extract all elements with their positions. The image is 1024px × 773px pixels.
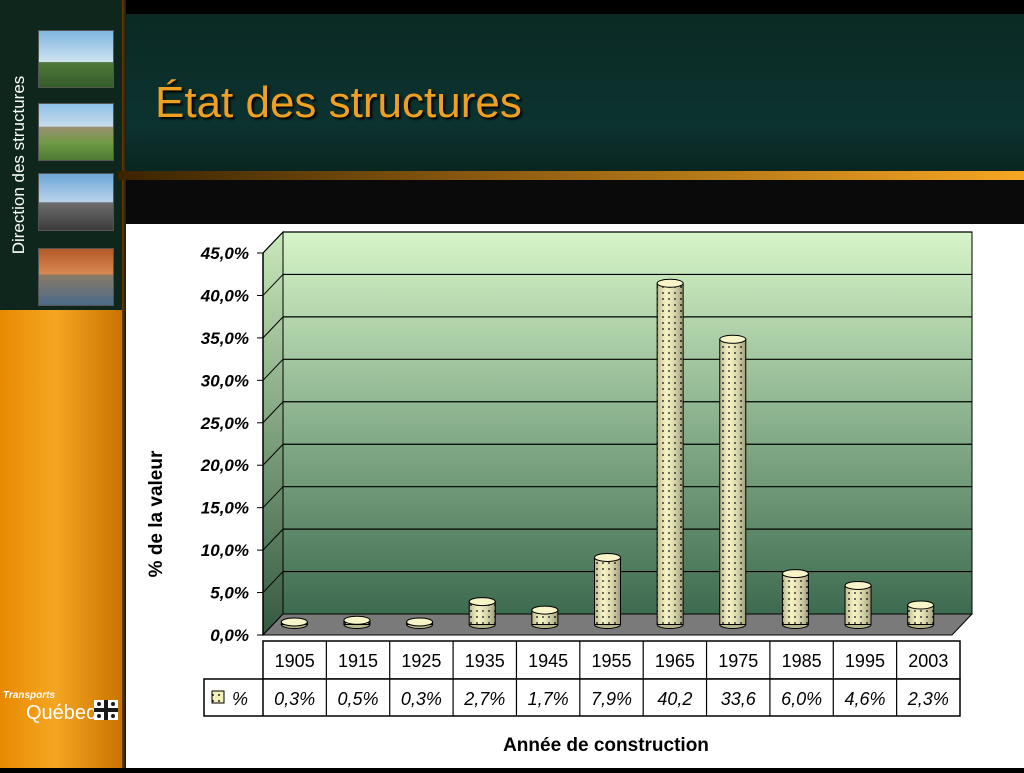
y-tick-label: 0,0% [210,626,249,645]
x-tick-label: 1985 [782,651,822,671]
data-label: 0,3% [401,689,442,709]
bar-top [907,600,935,610]
gridline-side [262,486,284,509]
data-label: 0,5% [338,689,379,709]
y-axis-label: % de la valeur [146,450,167,577]
bar-top [280,617,308,627]
x-tick-label: 2003 [908,651,948,671]
bar-shading [656,282,684,625]
y-tick-label: 25,0% [200,414,249,433]
data-table: 1905 0,3% 1915 0,5% 1925 0,3% 1935 2,7% 1945 1,7%… [203,640,961,717]
top-strip [126,0,1024,14]
logo-transports-text: Transports [3,690,56,701]
legend-label: % [232,689,248,709]
bar [907,600,935,629]
bar [406,617,434,629]
gridline-side [262,401,284,424]
gridline-side [262,274,284,296]
y-tick-label: 30,0% [201,371,249,390]
header [126,14,1024,172]
gridline-side [262,358,284,381]
data-label: 40,2 [657,689,692,709]
y-tick-label: 35,0% [201,329,249,348]
x-tick-label: 1945 [528,651,568,671]
bar [656,278,684,629]
bar [719,334,747,629]
bar-top [531,605,559,615]
bar-top [844,580,872,590]
x-tick-label: 1965 [655,651,695,671]
gridline-side [262,443,284,466]
highway-photo [38,173,114,231]
page-title: État des structures [155,78,522,127]
fleurdelise-icon [94,700,118,720]
y-tick-label: 20,0% [200,456,249,475]
x-tick-label: 1935 [465,651,505,671]
bar [468,597,496,629]
sidebar-title: Direction des structures [4,30,34,300]
plot-area [261,230,974,637]
bar [280,617,308,629]
gridline-side [262,571,284,593]
plot-back-wall [282,231,973,615]
bar-chart: 0,0% 5,0% 10,0% 15,0% 20,0% 25,0% 30,0% 35,0% 40… [146,230,974,756]
data-label: 1,7% [528,689,569,709]
data-label: 33,6 [721,689,757,709]
bar-top [719,334,747,344]
x-tick-label: 1955 [591,651,631,671]
bar-shading [844,584,872,625]
header-band [126,180,1024,224]
gridlines [262,231,972,593]
data-label: 2,3% [907,689,949,709]
data-label: 4,6% [844,689,885,709]
bar [594,552,621,629]
header-divider [118,171,1024,180]
bar [844,580,872,629]
x-axis-label: Année de construction [503,735,709,756]
x-tick-label: 1905 [275,651,315,671]
sidebar-edge [122,0,126,768]
table-value-row [203,678,961,717]
sidebar-title-text: Direction des structures [9,75,28,255]
bar-top [656,278,684,288]
bars [280,278,935,629]
bar-top [406,617,434,627]
y-tick-label: 10,0% [201,541,249,560]
table-header-row [262,640,961,680]
bar [781,569,809,629]
x-tick-label: 1925 [401,651,441,671]
bar [343,615,371,629]
bridge-photo-2 [38,248,114,306]
y-tick-label: 45,0% [200,244,249,263]
x-tick-label: 1975 [718,651,758,671]
chart-panel: 0,0% 5,0% 10,0% 15,0% 20,0% 25,0% 30,0% 35,0% 40… [126,224,1024,768]
bar [531,605,559,629]
bar-top [781,569,809,579]
bar-top [468,597,496,607]
gridline-side [262,528,284,551]
bar-shading [594,556,621,625]
y-tick-label: 15,0% [201,499,249,518]
logo-quebec-text: Québec [26,702,97,724]
data-label: 6,0% [781,689,822,709]
gridline-side [262,231,284,254]
x-tick-label: 1995 [845,651,885,671]
bar-shading [781,573,809,626]
y-tick-label: 5,0% [210,584,249,603]
y-tick-label: 40,0% [200,286,249,305]
y-axis: 0,0% 5,0% 10,0% 15,0% 20,0% 25,0% 30,0% 35,0% 40… [200,244,264,645]
bar-top [343,615,371,625]
data-label: 7,9% [591,689,632,709]
overpass-photo [38,103,114,161]
bar-top [594,552,621,562]
data-label: 0,3% [274,689,315,709]
data-label: 2,7% [463,689,505,709]
x-tick-label: 1915 [338,651,378,671]
gridline-side [262,316,284,339]
bridge-photo-1 [38,30,114,88]
legend-swatch [211,690,225,704]
bar-shading [719,338,747,625]
